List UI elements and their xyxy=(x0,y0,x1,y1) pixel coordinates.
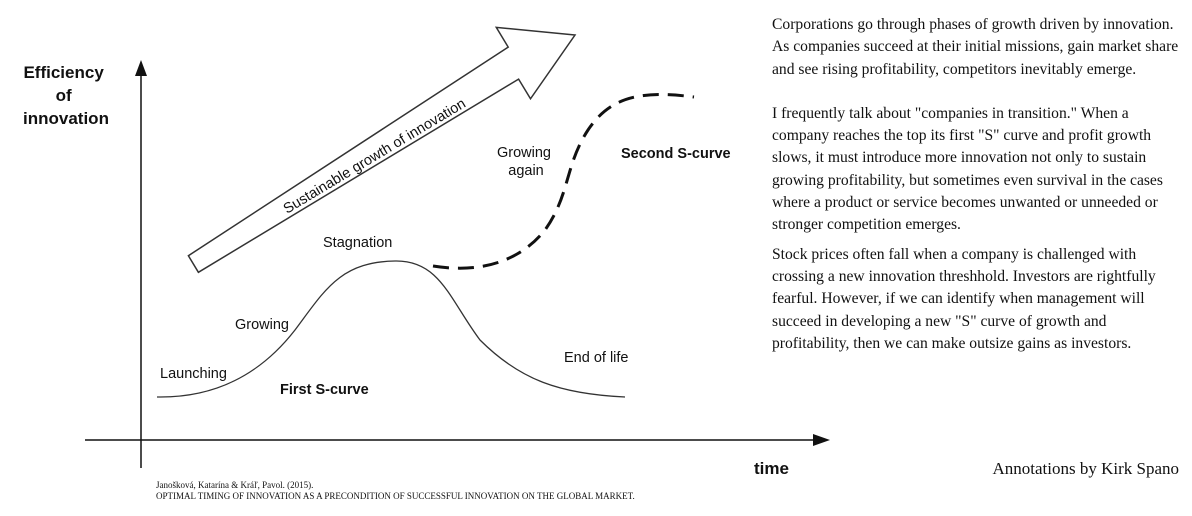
annotation-paragraph: Stock prices often fall when a company i… xyxy=(772,245,1156,352)
first-s-curve xyxy=(156,260,626,398)
annotation-credit: Annotations by Kirk Spano xyxy=(992,459,1179,478)
label-end-of-life: End of life xyxy=(564,350,629,366)
label-growing-again: Growing again xyxy=(497,145,555,179)
citation-title: OPTIMAL TIMING OF INNOVATION AS A PRECON… xyxy=(156,491,635,501)
label-launching: Launching xyxy=(160,366,227,382)
arrow-label: Sustainable growth of innovation xyxy=(281,96,469,218)
sustainable-growth-arrow xyxy=(187,26,577,274)
citation: Janošková, Katarína & Kráľ, Pavol. (2015… xyxy=(156,480,635,502)
second-s-curve xyxy=(432,93,695,270)
y-axis-label: Efficiency of innovation xyxy=(23,63,109,128)
innovation-s-curve-diagram: Efficiency of innovation Sustainable gro… xyxy=(23,26,760,468)
label-first-s-curve: First S-curve xyxy=(280,382,369,398)
citation-authors: Janošková, Katarína & Kráľ, Pavol. (2015… xyxy=(156,480,314,490)
label-growing: Growing xyxy=(235,317,289,333)
annotation-paragraph: I frequently talk about "companies in tr… xyxy=(772,104,1163,234)
label-second-s-curve: Second S-curve xyxy=(621,146,731,162)
annotation-text: Corporations go through phases of growth… xyxy=(772,14,1182,355)
annotation-paragraph: Corporations go through phases of growth… xyxy=(772,16,1179,78)
label-stagnation: Stagnation xyxy=(323,235,392,251)
y-axis-arrowhead xyxy=(135,60,147,76)
x-axis-arrowhead-overlay xyxy=(813,434,830,446)
